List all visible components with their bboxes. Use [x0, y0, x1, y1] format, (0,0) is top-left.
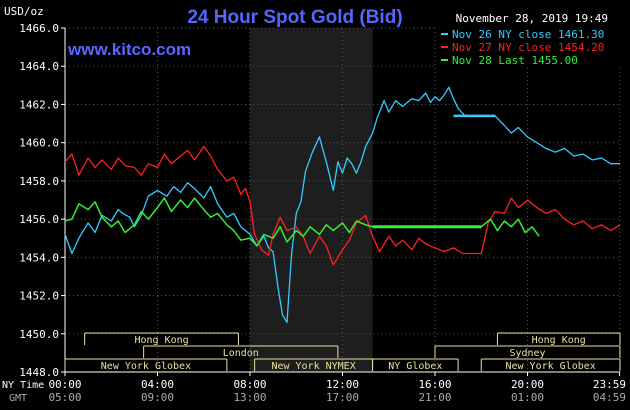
x-tick-label-gmt: 09:00 [141, 391, 174, 404]
y-tick-label: 1460.0 [19, 137, 59, 150]
x-tick-label-ny: 23:59 [593, 378, 626, 391]
y-tick-label: 1466.0 [19, 22, 59, 35]
y-tick-label: 1454.0 [19, 251, 59, 264]
x-tick-label-gmt: 05:00 [48, 391, 81, 404]
timestamp: November 28, 2019 19:49 [456, 12, 608, 25]
gmt-label: GMT [9, 393, 27, 404]
y-tick-label: 1452.0 [19, 290, 59, 303]
x-tick-label-ny: 20:00 [511, 378, 544, 391]
session-label: Hong Kong [532, 335, 586, 346]
x-tick-label-ny: 04:00 [141, 378, 174, 391]
x-tick-label-ny: 16:00 [418, 378, 451, 391]
series-lines [64, 86, 621, 323]
legend-entry: Nov 28 Last 1455.00 [452, 54, 578, 67]
session-label: New York NYMEX [271, 361, 355, 372]
session-label: London [223, 348, 259, 359]
session-label: NY Globex [388, 361, 442, 372]
x-tick-label-gmt: 17:00 [326, 391, 359, 404]
series-line-0 [64, 86, 620, 323]
y-tick-label: 1464.0 [19, 60, 59, 73]
legend-box [436, 26, 622, 68]
y-tick-label: 1456.0 [19, 213, 59, 226]
session-label: New York Globex [505, 361, 595, 372]
session-label: New York Globex [101, 361, 191, 372]
y-tick-label: 1458.0 [19, 175, 59, 188]
x-tick-label-gmt: 13:00 [233, 391, 266, 404]
session-label: Hong Kong [134, 335, 188, 346]
y-axis: 1448.0 1450.0 1452.0 1454.0 1456.0 1458.0 1460… [19, 22, 65, 379]
unit-label: USD/oz [4, 5, 44, 18]
y-tick-label: 1450.0 [19, 328, 59, 341]
market-sessions: Hong Kong Hong Kong London Sydney New York G… [64, 332, 621, 372]
x-tick-label-ny: 08:00 [233, 378, 266, 391]
watermark: www.kitco.com [67, 40, 191, 59]
ny-time-label: NY Time [2, 380, 44, 391]
series-line-1 [64, 145, 621, 266]
x-tick-label-ny: 00:00 [48, 378, 81, 391]
legend-entry: Nov 27 NY close 1454.20 [452, 41, 604, 54]
nymex-session-shade [250, 28, 373, 372]
y-tick-label: 1448.0 [19, 366, 59, 379]
legend-entry: Nov 26 NY close 1461.30 [452, 28, 604, 41]
x-tick-label-ny: 12:00 [326, 378, 359, 391]
x-tick-label-gmt: 01:00 [511, 391, 544, 404]
session-label: Sydney [509, 348, 545, 359]
chart-title: 24 Hour Spot Gold (Bid) [187, 7, 402, 28]
y-tick-label: 1462.0 [19, 98, 59, 111]
x-tick-label-gmt: 21:00 [418, 391, 451, 404]
x-tick-label-gmt: 04:59 [593, 391, 626, 404]
